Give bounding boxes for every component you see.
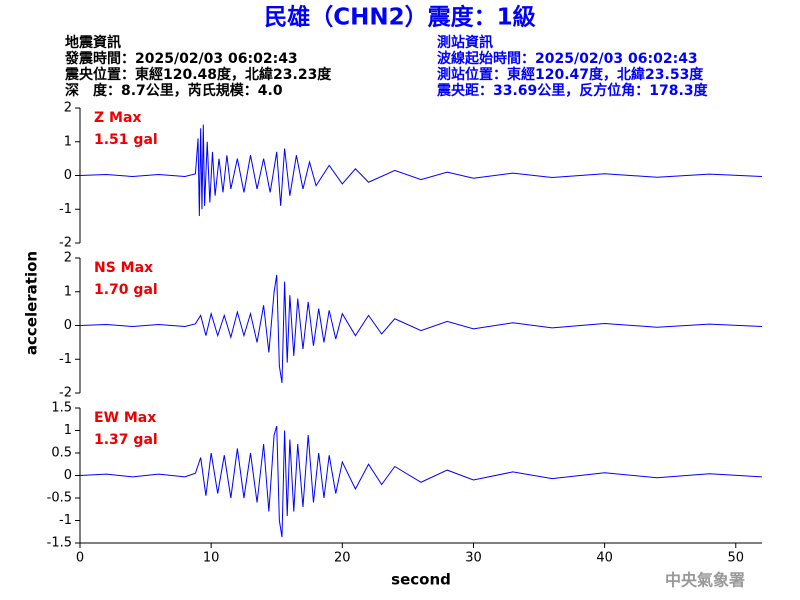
info-right: 震央距：33.69公里，反方位角：178.3度 — [436, 82, 709, 99]
y-axis-label: acceleration — [23, 251, 41, 355]
waveform — [79, 124, 763, 217]
x-tick-label: 0 — [76, 551, 84, 566]
y-tick-label: -1 — [59, 513, 72, 528]
x-axis-label: second — [391, 571, 451, 589]
x-tick-label: 30 — [465, 551, 482, 566]
annotation: Z Max — [94, 110, 141, 126]
chart-title: 民雄（CHN2）震度：1級 — [264, 4, 535, 31]
info-right: 波線起始時間：2025/02/03 06:02:43 — [437, 50, 698, 67]
y-tick-label: 0 — [64, 468, 72, 483]
x-tick-label: 10 — [203, 551, 220, 566]
x-tick-label: 20 — [334, 551, 351, 566]
info-right: 測站資訊 — [437, 34, 493, 51]
annotation: EW Max — [94, 410, 156, 426]
y-tick-label: 1 — [64, 284, 72, 299]
info-left: 深 度：8.7公里，芮氏規模：4.0 — [65, 82, 283, 99]
y-tick-label: 0 — [64, 318, 72, 333]
y-tick-label: 1.5 — [51, 401, 72, 416]
y-tick-label: 0 — [64, 168, 72, 183]
info-left: 地震資訊 — [65, 34, 121, 51]
info-left: 發震時間：2025/02/03 06:02:43 — [64, 50, 298, 67]
annotation: 1.70 gal — [94, 282, 158, 298]
y-tick-label: 2 — [64, 101, 72, 116]
y-tick-label: -1.5 — [47, 536, 72, 551]
annotation: 1.37 gal — [94, 432, 158, 448]
annotation: NS Max — [94, 260, 153, 276]
info-left: 震央位置：東經120.48度，北緯23.23度 — [64, 66, 332, 83]
footer: 中央氣象署 — [665, 571, 745, 590]
waveform — [79, 425, 763, 538]
y-tick-label: -2 — [59, 236, 72, 251]
y-tick-label: 1 — [64, 423, 72, 438]
x-tick-label: 50 — [727, 551, 744, 566]
y-tick-label: -2 — [59, 386, 72, 401]
y-tick-label: 0.5 — [51, 446, 72, 461]
y-tick-label: -0.5 — [47, 491, 72, 506]
annotation: 1.51 gal — [94, 132, 158, 148]
y-tick-label: -1 — [59, 202, 72, 217]
y-tick-label: 1 — [64, 134, 72, 149]
y-tick-label: 2 — [64, 251, 72, 266]
y-tick-label: -1 — [59, 352, 72, 367]
waveform — [79, 274, 763, 383]
info-right: 測站位置：東經120.47度，北緯23.53度 — [437, 66, 704, 83]
x-tick-label: 40 — [596, 551, 613, 566]
